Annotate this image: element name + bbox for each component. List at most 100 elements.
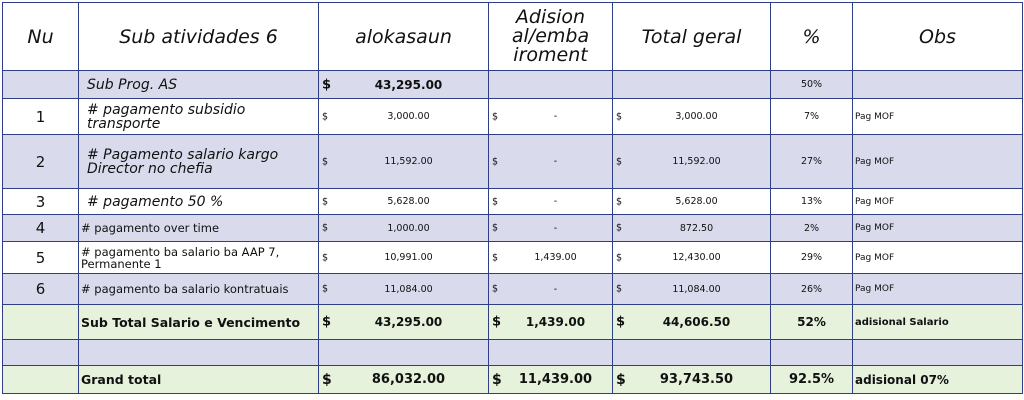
- grand-total-obs: adisional 07%: [852, 365, 1023, 394]
- grand-total-label: Grand total: [78, 365, 319, 394]
- header-adisional: Adision al/emba iroment: [488, 2, 613, 71]
- currency-symbol: $: [616, 252, 623, 263]
- sub-prog-percent: 50%: [770, 70, 853, 99]
- row-adisional: $1,439.00: [488, 241, 613, 274]
- row-total: $12,430.00: [612, 241, 771, 274]
- grand-total-total: $93,743.50: [612, 365, 771, 394]
- currency-symbol: $: [322, 314, 332, 330]
- row-obs: Pag MOF: [852, 214, 1023, 242]
- table-row: 4 # pagamento over time $1,000.00 $ - $87…: [2, 214, 1023, 242]
- table-row: 6 # pagamento ba salario kontratuais $11…: [2, 273, 1023, 305]
- grand-total-alokasaun: $86,032.00: [318, 365, 489, 394]
- row-desc: # Pagamento salario kargo Director no ch…: [78, 134, 319, 189]
- subtotal-obs: adisional Salario: [852, 304, 1023, 340]
- subtotal-alokasaun: $43,295.00: [318, 304, 489, 340]
- currency-symbol: $: [492, 314, 502, 330]
- subtotal-total: $44,606.50: [612, 304, 771, 340]
- amount-value: 3,000.00: [675, 111, 718, 122]
- row-nu: 5: [2, 241, 79, 274]
- row-desc: # pagamento ba salario kontratuais: [78, 273, 319, 305]
- row-percent: 13%: [770, 188, 853, 215]
- row-percent: 27%: [770, 134, 853, 189]
- empty-row: [2, 339, 1023, 366]
- row-alokasaun: $5,628.00: [318, 188, 489, 215]
- row-alokasaun: $10,991.00: [318, 241, 489, 274]
- currency-symbol: $: [322, 252, 329, 263]
- amount-value: 12,430.00: [672, 252, 721, 263]
- row-nu: 3: [2, 188, 79, 215]
- row-total: $11,592.00: [612, 134, 771, 189]
- row-obs: Pag MOF: [852, 241, 1023, 274]
- row-adisional: $ -: [488, 134, 613, 189]
- row-obs: Pag MOF: [852, 98, 1023, 135]
- row-adisional: $ -: [488, 214, 613, 242]
- budget-sheet: Nu Sub atividades 6 alokasaun Adision al…: [2, 2, 1023, 394]
- header-obs: Obs: [852, 2, 1023, 71]
- table-row: 5 # pagamento ba salario ba AAP 7, Perma…: [2, 241, 1023, 274]
- row-total: $5,628.00: [612, 188, 771, 215]
- sub-prog-alokasaun: $43,295.00: [318, 70, 489, 99]
- row-obs: Pag MOF: [852, 134, 1023, 189]
- currency-symbol: $: [492, 111, 499, 122]
- table-row: 2 # Pagamento salario kargo Director no …: [2, 134, 1023, 189]
- grand-total-row: Grand total $86,032.00 $11,439.00 $93,74…: [2, 365, 1023, 394]
- currency-symbol: $: [322, 77, 332, 92]
- row-total: $872.50: [612, 214, 771, 242]
- row-obs: Pag MOF: [852, 188, 1023, 215]
- grand-total-adisional: $11,439.00: [488, 365, 613, 394]
- row-alokasaun: $1,000.00: [318, 214, 489, 242]
- row-desc: # pagamento ba salario ba AAP 7, Permane…: [78, 241, 319, 274]
- amount-value: 11,084.00: [384, 283, 433, 295]
- currency-symbol: $: [322, 371, 332, 388]
- currency-symbol: $: [492, 156, 499, 167]
- currency-symbol: $: [616, 196, 623, 207]
- amount-value: 11,592.00: [672, 156, 721, 167]
- row-nu: 6: [2, 273, 79, 305]
- header-percent: %: [770, 2, 853, 71]
- row-alokasaun: $3,000.00: [318, 98, 489, 135]
- currency-symbol: $: [616, 314, 626, 330]
- header-row: Nu Sub atividades 6 alokasaun Adision al…: [2, 2, 1023, 71]
- amount-value: 11,592.00: [384, 156, 433, 167]
- row-total: $3,000.00: [612, 98, 771, 135]
- amount-value: -: [553, 283, 558, 295]
- currency-symbol: $: [492, 283, 499, 295]
- row-percent: 29%: [770, 241, 853, 274]
- subtotal-label: Sub Total Salario e Vencimento: [78, 304, 319, 340]
- amount-value: -: [553, 156, 558, 167]
- currency-symbol: $: [616, 222, 623, 234]
- subtotal-adisional: $1,439.00: [488, 304, 613, 340]
- amount-value: 43,295.00: [374, 77, 443, 92]
- row-alokasaun: $11,592.00: [318, 134, 489, 189]
- row-nu: 1: [2, 98, 79, 135]
- subtotal-row: Sub Total Salario e Vencimento $43,295.0…: [2, 304, 1023, 340]
- row-desc: # pagamento 50 %: [78, 188, 319, 215]
- amount-value: -: [553, 222, 558, 234]
- row-obs: Pag MOF: [852, 273, 1023, 305]
- row-desc: # pagamento over time: [78, 214, 319, 242]
- header-nu: Nu: [2, 2, 79, 71]
- currency-symbol: $: [322, 111, 329, 122]
- amount-value: 93,743.50: [659, 372, 734, 387]
- currency-symbol: $: [492, 222, 499, 234]
- currency-symbol: $: [492, 371, 502, 388]
- row-percent: 26%: [770, 273, 853, 305]
- currency-symbol: $: [322, 222, 329, 234]
- amount-value: 5,628.00: [675, 196, 718, 207]
- amount-value: 872.50: [679, 222, 714, 234]
- subtotal-percent: 52%: [770, 304, 853, 340]
- amount-value: 10,991.00: [384, 252, 433, 263]
- row-total: $11,084.00: [612, 273, 771, 305]
- amount-value: 43,295.00: [374, 315, 443, 329]
- header-sub-atividades: Sub atividades 6: [78, 2, 319, 71]
- row-desc: # pagamento subsidio transporte: [78, 98, 319, 135]
- amount-value: 1,439.00: [525, 315, 586, 329]
- row-alokasaun: $11,084.00: [318, 273, 489, 305]
- currency-symbol: $: [322, 156, 329, 167]
- table-row: 1 # pagamento subsidio transporte $3,000…: [2, 98, 1023, 135]
- amount-value: 1,000.00: [387, 222, 430, 234]
- header-total-geral: Total geral: [612, 2, 771, 71]
- currency-symbol: $: [616, 156, 623, 167]
- row-nu: 2: [2, 134, 79, 189]
- currency-symbol: $: [322, 283, 329, 295]
